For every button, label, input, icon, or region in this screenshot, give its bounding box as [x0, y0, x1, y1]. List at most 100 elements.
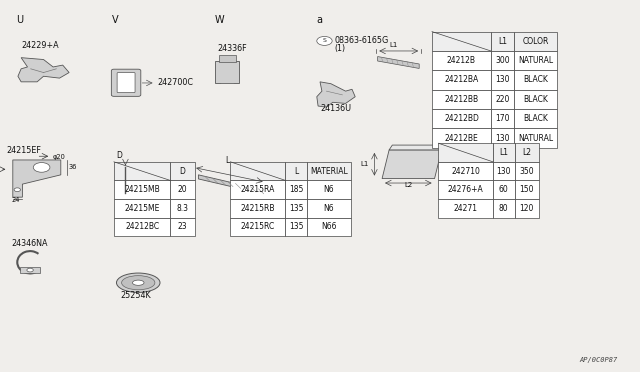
- Bar: [493, 180, 515, 199]
- Text: S: S: [323, 38, 326, 44]
- Text: 80: 80: [499, 204, 509, 213]
- Bar: [493, 162, 515, 180]
- Text: 08363-6165G: 08363-6165G: [335, 36, 389, 45]
- Bar: [514, 90, 557, 109]
- Text: 24136U: 24136U: [320, 104, 351, 113]
- Circle shape: [317, 36, 332, 45]
- Text: 24215RC: 24215RC: [241, 222, 275, 231]
- Text: 135: 135: [289, 222, 303, 231]
- Text: 130: 130: [497, 167, 511, 176]
- Bar: [307, 180, 351, 199]
- Circle shape: [14, 188, 20, 192]
- Bar: [491, 51, 514, 70]
- Bar: [285, 180, 307, 199]
- Text: 24215ME: 24215ME: [124, 204, 160, 213]
- Text: NATURAL: NATURAL: [518, 134, 553, 142]
- Bar: [438, 199, 493, 218]
- Text: L1: L1: [389, 42, 398, 48]
- Bar: [514, 128, 557, 148]
- Bar: [285, 199, 307, 218]
- Text: 8.3: 8.3: [177, 204, 188, 213]
- Text: 242700C: 242700C: [157, 78, 193, 87]
- Text: 185: 185: [289, 185, 303, 194]
- Text: 350: 350: [520, 167, 534, 176]
- Bar: [493, 199, 515, 218]
- Bar: [432, 51, 491, 70]
- Polygon shape: [18, 58, 69, 82]
- Text: 24212BE: 24212BE: [445, 134, 478, 142]
- Bar: [432, 109, 491, 128]
- Bar: [515, 143, 539, 162]
- Text: 60: 60: [499, 185, 509, 194]
- Bar: [170, 218, 195, 236]
- Bar: [215, 61, 239, 83]
- Bar: [114, 218, 170, 236]
- Text: U: U: [16, 15, 23, 25]
- Text: 24212BA: 24212BA: [444, 76, 479, 84]
- Bar: [491, 90, 514, 109]
- Bar: [491, 70, 514, 90]
- Text: L2: L2: [404, 182, 412, 188]
- Bar: [170, 162, 195, 180]
- Bar: [230, 180, 285, 199]
- Text: BLACK: BLACK: [524, 76, 548, 84]
- Bar: [114, 180, 170, 199]
- Text: 300: 300: [495, 56, 509, 65]
- Text: 24229+A: 24229+A: [21, 41, 59, 50]
- Text: 36: 36: [68, 164, 77, 170]
- Bar: [307, 218, 351, 236]
- FancyBboxPatch shape: [111, 69, 141, 96]
- Bar: [491, 109, 514, 128]
- Polygon shape: [389, 145, 445, 150]
- Bar: [230, 218, 285, 236]
- Text: NATURAL: NATURAL: [518, 56, 553, 65]
- Bar: [307, 162, 351, 180]
- Text: 130: 130: [495, 76, 509, 84]
- Text: N6: N6: [324, 185, 334, 194]
- Bar: [219, 55, 236, 62]
- Text: AP/0C0P87: AP/0C0P87: [579, 357, 618, 363]
- Ellipse shape: [122, 276, 155, 290]
- Bar: [515, 199, 539, 218]
- Text: L: L: [225, 156, 229, 165]
- Text: 23: 23: [177, 222, 188, 231]
- Text: 20: 20: [177, 185, 188, 194]
- Bar: [438, 180, 493, 199]
- Text: COLOR: COLOR: [522, 37, 549, 46]
- Bar: [230, 199, 285, 218]
- Text: 25254K: 25254K: [120, 291, 151, 300]
- Text: 24215EF: 24215EF: [6, 145, 41, 154]
- Text: L1: L1: [360, 161, 369, 167]
- Bar: [514, 32, 557, 51]
- Bar: [432, 128, 491, 148]
- Text: 242710: 242710: [451, 167, 480, 176]
- Text: L: L: [294, 167, 298, 176]
- Text: V: V: [112, 15, 118, 25]
- Bar: [515, 162, 539, 180]
- Bar: [114, 162, 170, 180]
- Text: BLACK: BLACK: [524, 95, 548, 104]
- Polygon shape: [198, 175, 262, 194]
- Bar: [285, 218, 307, 236]
- Text: 24276+A: 24276+A: [448, 185, 483, 194]
- Text: 170: 170: [495, 114, 509, 123]
- Text: (1): (1): [335, 44, 346, 53]
- Bar: [491, 128, 514, 148]
- Text: W: W: [214, 15, 224, 25]
- Bar: [230, 162, 285, 180]
- Bar: [20, 267, 40, 273]
- Text: 24271: 24271: [454, 204, 477, 213]
- Bar: [514, 51, 557, 70]
- Bar: [514, 70, 557, 90]
- Ellipse shape: [132, 280, 144, 285]
- Bar: [432, 90, 491, 109]
- Polygon shape: [317, 82, 355, 107]
- FancyBboxPatch shape: [117, 73, 135, 93]
- Text: φ20: φ20: [53, 154, 66, 160]
- Text: 135: 135: [289, 204, 303, 213]
- Text: 24336F: 24336F: [217, 44, 246, 53]
- Bar: [491, 32, 514, 51]
- Text: 24215MB: 24215MB: [124, 185, 160, 194]
- Bar: [438, 162, 493, 180]
- Bar: [285, 162, 307, 180]
